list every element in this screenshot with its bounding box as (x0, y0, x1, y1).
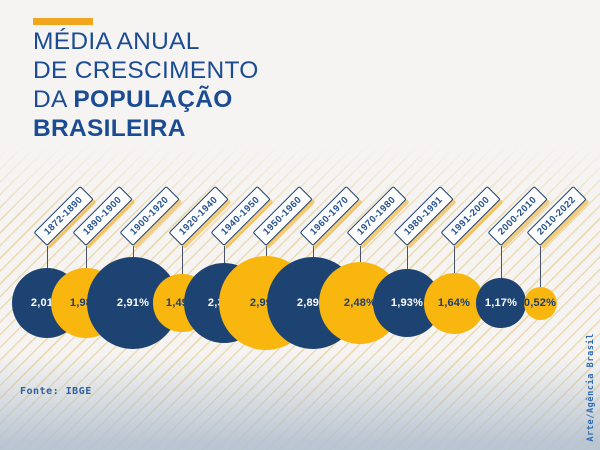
connector-line (181, 246, 183, 278)
connector-line (132, 246, 134, 260)
connector-line (453, 246, 455, 276)
bubble-value: 2,91% (116, 297, 150, 309)
page-title: MÉDIA ANUAL DE CRESCIMENTO DA POPULAÇÃO … (33, 27, 259, 143)
source-text: Fonte: IBGE (20, 386, 92, 397)
bubble-2000-2010: 1,17% (476, 278, 526, 328)
bubble-value: 2,48% (343, 297, 377, 309)
connector-line (265, 246, 267, 259)
title-line-3: DA POPULAÇÃO (33, 85, 259, 114)
connector-line (46, 246, 48, 271)
connector-line (85, 246, 87, 272)
title-line-3-bold: POPULAÇÃO (73, 86, 233, 113)
credit-text: Arte/Agência Brasil (586, 333, 596, 442)
connector-line (500, 246, 502, 282)
connector-line (312, 246, 314, 260)
bubble-1991-2000: 1,64% (423, 272, 485, 334)
title-line-1: MÉDIA ANUAL (33, 28, 200, 55)
bubble-value: 1,64% (437, 297, 471, 309)
bubble-value: 0,52% (523, 297, 557, 309)
bubble-value: 1,93% (390, 297, 424, 309)
title-accent-bar (33, 18, 93, 25)
bubble-2010-2022: 0,52% (523, 286, 557, 320)
connector-line (223, 246, 225, 267)
title-line-3-regular: DA (33, 86, 67, 113)
connector-line (359, 246, 361, 265)
connector-line (406, 246, 408, 272)
title-line-2: DE CRESCIMENTO (33, 57, 259, 84)
title-line-4: BRASILEIRA (33, 115, 186, 142)
connector-line (539, 246, 541, 290)
background-gradient (0, 355, 600, 450)
bubble-value: 1,17% (484, 297, 518, 309)
